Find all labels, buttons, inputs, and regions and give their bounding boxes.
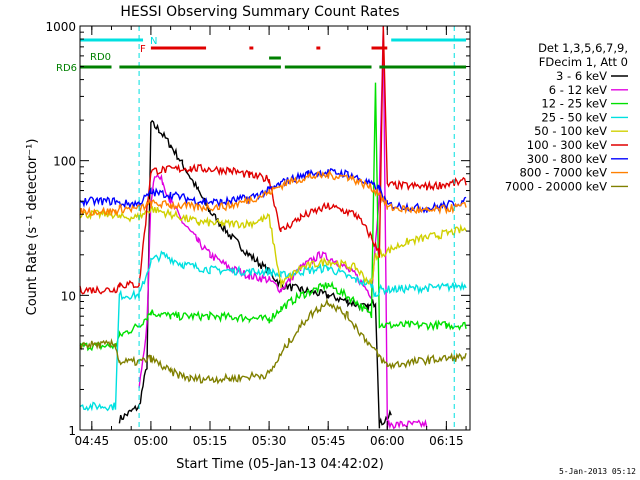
legend-entry-3: 25 - 50 keV: [541, 110, 607, 124]
x-tick-label-3: 05:30: [252, 434, 287, 448]
flag-label-0: N: [150, 36, 157, 47]
legend: Det 1,3,5,6,7,9,FDecim 1, Att 03 - 6 keV…: [505, 41, 628, 193]
series-line-5: [79, 25, 467, 295]
y-tick-label-3: 1000: [45, 20, 76, 34]
x-tick-label-6: 06:15: [429, 434, 464, 448]
legend-entry-8: 7000 - 20000 keV: [505, 179, 607, 193]
series-line-3: [79, 250, 467, 412]
series-line-0: [118, 119, 392, 429]
y-tick-label-1: 10: [61, 289, 76, 303]
y-tick-label-2: 100: [53, 155, 76, 169]
timestamp-label: 5-Jan-2013 05:12: [559, 467, 636, 476]
legend-header-1: FDecim 1, Att 0: [539, 55, 628, 69]
legend-entry-1: 6 - 12 keV: [549, 83, 607, 97]
legend-entry-2: 12 - 25 keV: [541, 97, 607, 111]
legend-entry-0: 3 - 6 keV: [556, 69, 607, 83]
x-tick-label-5: 06:00: [370, 434, 405, 448]
y-tick-label-0: 1: [68, 424, 76, 438]
legend-entry-7: 800 - 7000 keV: [519, 166, 607, 180]
legend-entry-5: 100 - 300 keV: [527, 138, 607, 152]
series-line-8: [79, 297, 467, 385]
x-tick-label-4: 05:45: [311, 434, 346, 448]
flag-label-1: F: [140, 44, 146, 55]
x-tick-label-2: 05:15: [193, 434, 228, 448]
legend-entry-6: 300 - 800 keV: [527, 152, 607, 166]
x-axis-label: Start Time (05-Jan-13 04:42:02): [176, 457, 384, 472]
y-axis-label: Count Rate (s⁻¹ detector⁻¹): [25, 139, 40, 316]
x-tick-label-0: 04:45: [75, 434, 110, 448]
x-tick-label-1: 05:00: [134, 434, 169, 448]
flags-layer: NF RD0 RD6: [56, 26, 467, 430]
chart-title: HESSI Observing Summary Count Rates: [120, 4, 399, 20]
flag-label-2: RD0: [90, 52, 111, 63]
series-line-1: [138, 25, 428, 430]
axes-layer: 04:45 05:00 05:15 05:30 05:45 06:00 06:15 1 10 10…: [45, 20, 471, 448]
plot-frame: [79, 25, 471, 431]
legend-header-0: Det 1,3,5,6,7,9,: [538, 41, 628, 55]
series-layer: [79, 25, 467, 430]
series-line-7: [79, 169, 467, 217]
series-line-4: [79, 205, 467, 289]
flag-label-3: RD6: [56, 63, 77, 74]
legend-entry-4: 50 - 100 keV: [534, 124, 607, 138]
series-line-2: [79, 82, 467, 352]
